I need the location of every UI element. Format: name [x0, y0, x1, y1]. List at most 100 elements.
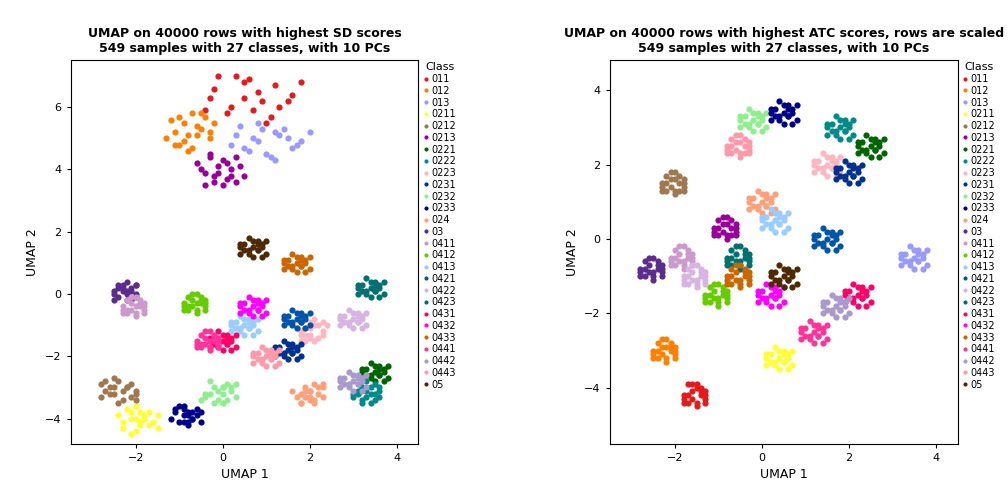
Point	[801, 335, 817, 343]
Point	[801, 332, 817, 340]
Point	[206, 334, 222, 342]
Point	[350, 387, 366, 395]
Point	[767, 216, 783, 224]
Point	[775, 119, 791, 128]
Point	[267, 352, 283, 360]
Point	[232, 240, 248, 248]
Point	[119, 296, 135, 304]
Point	[345, 390, 361, 398]
Point	[763, 272, 779, 280]
Point	[767, 343, 783, 351]
Point	[345, 387, 361, 395]
Point	[354, 377, 370, 385]
Point	[680, 280, 697, 288]
Point	[737, 250, 753, 258]
Point	[728, 131, 744, 139]
Point	[228, 393, 244, 401]
Point	[245, 331, 261, 339]
Point	[814, 328, 831, 336]
Point	[228, 331, 244, 339]
Point	[167, 405, 183, 413]
Point	[215, 181, 231, 189]
Point	[145, 418, 161, 426]
Point	[354, 281, 370, 289]
Point	[275, 315, 291, 323]
Point	[237, 240, 253, 248]
Point	[684, 380, 701, 388]
Point	[767, 191, 783, 199]
Point	[232, 299, 248, 307]
Point	[754, 213, 770, 221]
Point	[206, 172, 222, 180]
Point	[649, 339, 665, 347]
Point	[284, 349, 300, 357]
Point	[763, 224, 779, 232]
Point	[684, 257, 701, 265]
Point	[767, 283, 783, 291]
Point	[741, 198, 757, 206]
Point	[219, 340, 235, 348]
Point	[632, 269, 648, 277]
Point	[358, 275, 374, 283]
Point	[128, 293, 144, 301]
Point	[658, 335, 674, 343]
Point	[732, 257, 748, 265]
Point	[820, 305, 836, 313]
Point	[171, 141, 187, 149]
Point	[367, 381, 383, 389]
Point	[680, 399, 697, 407]
Point	[854, 287, 870, 295]
Point	[119, 308, 135, 317]
Point	[824, 309, 840, 318]
Point	[858, 149, 874, 157]
Point	[828, 313, 844, 321]
Point	[741, 123, 757, 132]
Point	[371, 371, 387, 379]
Point	[784, 283, 800, 291]
Point	[732, 242, 748, 250]
Point	[837, 287, 853, 295]
Point	[741, 261, 757, 269]
Point	[202, 328, 218, 336]
Point	[211, 168, 227, 176]
Point	[806, 235, 823, 243]
Point	[671, 179, 687, 187]
Point	[241, 324, 257, 332]
Point	[684, 269, 701, 277]
Point	[841, 294, 857, 302]
Point	[237, 246, 253, 255]
Point	[698, 291, 714, 299]
Point	[102, 390, 118, 398]
Point	[645, 354, 661, 362]
Point	[332, 321, 348, 329]
Point	[249, 349, 265, 357]
Point	[241, 315, 257, 323]
Point	[828, 131, 844, 139]
Point	[758, 298, 774, 306]
Point	[350, 284, 366, 292]
Point	[314, 381, 331, 389]
Point	[724, 261, 740, 269]
Point	[724, 265, 740, 273]
Point	[241, 147, 257, 155]
Point	[354, 387, 370, 395]
Point	[654, 186, 670, 195]
Point	[828, 231, 844, 239]
Point	[758, 123, 774, 132]
Point	[775, 272, 791, 280]
Point	[780, 265, 796, 273]
Point	[158, 134, 174, 142]
Point	[719, 149, 735, 157]
Point	[293, 352, 309, 360]
Point	[341, 321, 357, 329]
Point	[232, 308, 248, 317]
Point	[758, 202, 774, 210]
Point	[215, 331, 231, 339]
Point	[667, 354, 683, 362]
Point	[188, 305, 205, 313]
Point	[824, 164, 840, 172]
Point	[271, 346, 287, 354]
Point	[123, 287, 139, 295]
Point	[284, 305, 300, 313]
Point	[115, 424, 131, 432]
